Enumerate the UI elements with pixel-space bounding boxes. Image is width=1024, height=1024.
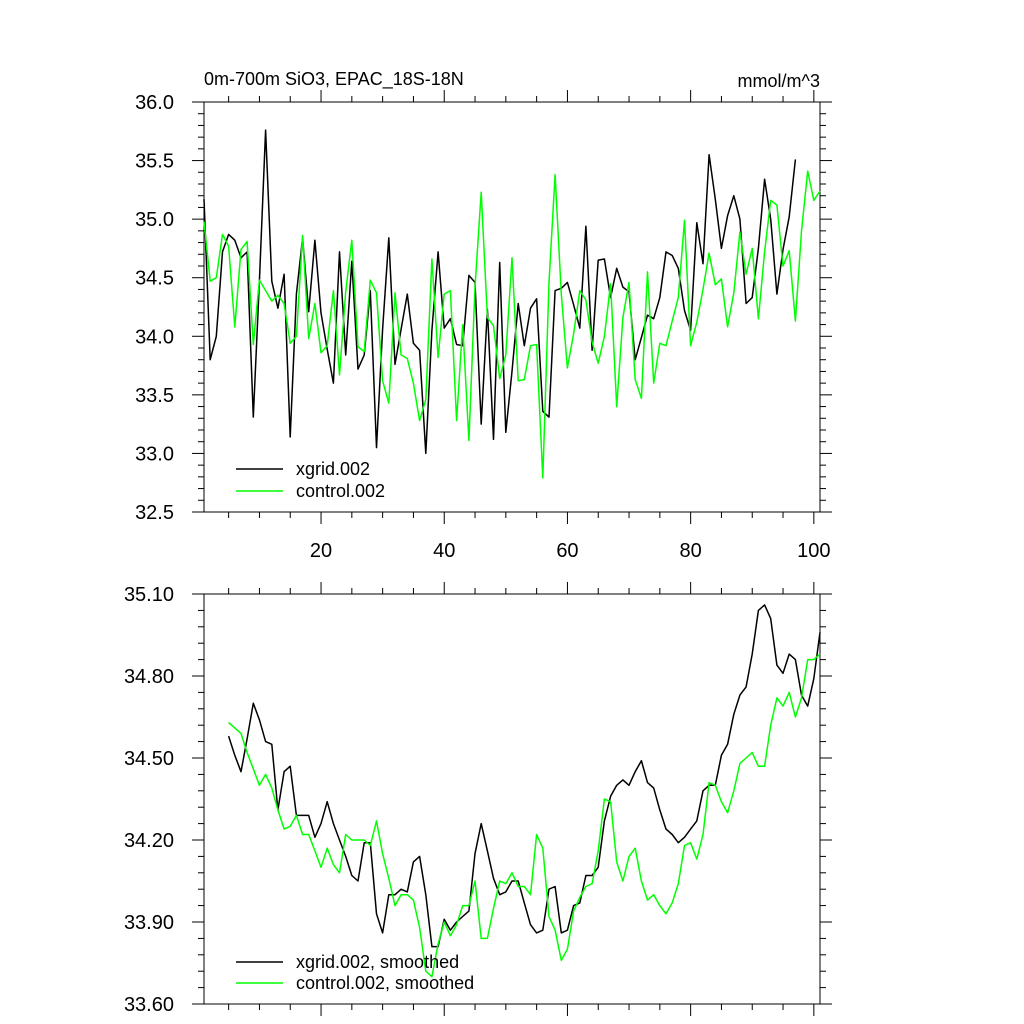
bottom-chart-y-tick-label: 33.60 (124, 994, 174, 1016)
bottom-chart-y-tick-label: 34.20 (124, 830, 174, 852)
top-chart-title: 0m-700m SiO3, EPAC_18S-18N (204, 69, 464, 90)
bottom-chart-y-tick-label: 34.80 (124, 666, 174, 688)
top-chart-series-control-line (203, 170, 821, 479)
top-chart-y-tick-label: 34.5 (135, 268, 174, 290)
bottom-legend: xgrid.002, smoothed control.002, smoothe… (236, 952, 474, 993)
top-chart-y-tick-label: 34.0 (135, 326, 174, 348)
top-legend: xgrid.002 control.002 (236, 459, 385, 501)
bottom-chart-frame (203, 593, 821, 1005)
top-chart-series-xgrid-line (203, 129, 797, 455)
top-chart-y-tick-label: 32.5 (135, 502, 174, 524)
top-chart-x-tick-label: 20 (310, 540, 332, 562)
top-chart-y-tick-label: 33.0 (135, 443, 174, 465)
top-chart-x-tick-label: 100 (797, 540, 830, 562)
bottom-chart-y-tick-label: 35.10 (124, 584, 174, 606)
top-chart-x-tick-label: 40 (433, 540, 455, 562)
top-plot-area: 20 40 60 80 100 32.5 33.0 33.5 34.0 34.5 35.0 35.5 3… (135, 90, 832, 562)
bottom-chart: 33.60 33.90 34.20 34.50 34.80 35.10 xgrid.002… (124, 582, 832, 1016)
top-chart-y-tick-label: 33.5 (135, 385, 174, 407)
top-chart: 0m-700m SiO3, EPAC_18S-18N mmol/m^3 20 40… (135, 69, 832, 562)
bottom-chart-y-tick-label: 33.90 (124, 912, 174, 934)
top-chart-y-tick-label: 36.0 (135, 92, 174, 114)
top-legend-label-xgrid: xgrid.002 (296, 459, 370, 479)
bottom-legend-label-control: control.002, smoothed (296, 973, 474, 993)
top-chart-y-tick-label: 35.0 (135, 209, 174, 231)
bottom-chart-series-xgrid-line (227, 604, 821, 948)
top-chart-frame (203, 101, 821, 513)
bottom-chart-y-tick-label: 34.50 (124, 748, 174, 770)
top-chart-x-tick-label: 60 (556, 540, 578, 562)
bottom-chart-series-control-line (228, 653, 821, 978)
top-chart-units-label: mmol/m^3 (738, 71, 820, 91)
top-legend-label-control: control.002 (296, 481, 385, 501)
top-chart-y-tick-label: 35.5 (135, 151, 174, 173)
top-chart-x-tick-label: 80 (680, 540, 702, 562)
bottom-legend-label-xgrid: xgrid.002, smoothed (296, 952, 459, 972)
bottom-plot-area: 33.60 33.90 34.20 34.50 34.80 35.10 (124, 582, 832, 1016)
